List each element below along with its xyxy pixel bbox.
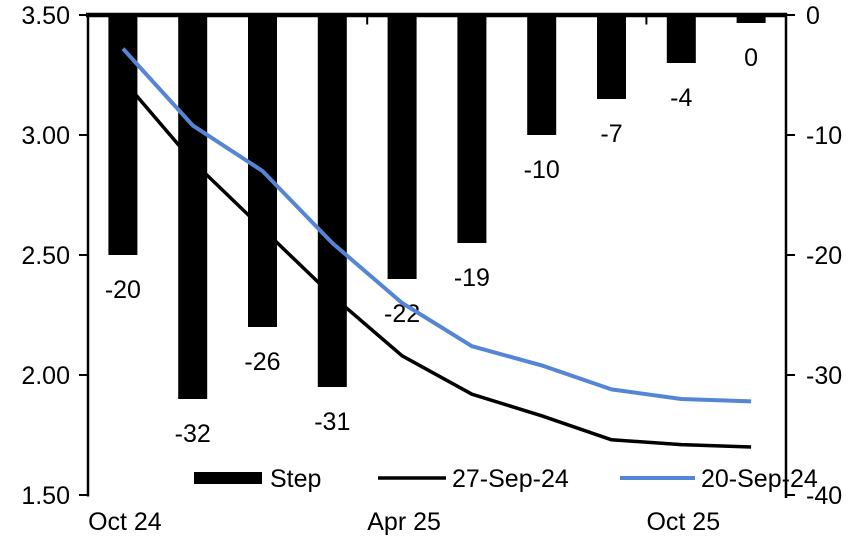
step-bar <box>736 15 766 23</box>
right-axis-label: -20 <box>806 242 842 270</box>
line-20-sep-24 <box>121 47 752 404</box>
line-27-sep-24 <box>121 78 752 449</box>
step-bar-label: -31 <box>314 408 350 436</box>
step-bar-label: -4 <box>670 84 692 112</box>
legend-label-step: Step <box>270 465 321 493</box>
step-bar <box>317 15 347 387</box>
right-axis-label: -30 <box>806 362 842 390</box>
right-axis-label: -10 <box>806 122 842 150</box>
step-bar-label: -10 <box>524 156 560 184</box>
right-axis-label: -40 <box>806 482 842 510</box>
legend-label-27-sep-24: 27-Sep-24 <box>452 465 569 493</box>
x-axis-label: Apr 25 <box>367 508 441 536</box>
step-bar <box>108 15 138 255</box>
left-axis-label: 2.50 <box>21 242 70 270</box>
step-bar <box>457 15 487 243</box>
step-bar <box>666 15 696 63</box>
step-bar <box>527 15 557 135</box>
left-axis-label: 3.50 <box>21 2 70 30</box>
left-axis-label: 2.00 <box>21 362 70 390</box>
step-bar-label: 0 <box>744 44 758 72</box>
step-bar-label: -19 <box>454 264 490 292</box>
step-bar-label: -32 <box>175 420 211 448</box>
step-bar <box>597 15 626 99</box>
legend-swatch-step <box>194 472 262 484</box>
step-bar-label: -7 <box>600 120 622 148</box>
step-bar <box>387 15 417 279</box>
x-axis-label: Oct 24 <box>88 508 162 536</box>
step-bar-label: -20 <box>105 276 141 304</box>
right-axis-label: 0 <box>806 2 820 30</box>
x-axis-label: Oct 25 <box>646 508 720 536</box>
step-bar-label: -26 <box>244 348 280 376</box>
left-axis-label: 1.50 <box>21 482 70 510</box>
left-axis-label: 3.00 <box>21 122 70 150</box>
legend-label-20-sep-24: 20-Sep-24 <box>701 465 818 493</box>
step-bar <box>178 15 208 399</box>
